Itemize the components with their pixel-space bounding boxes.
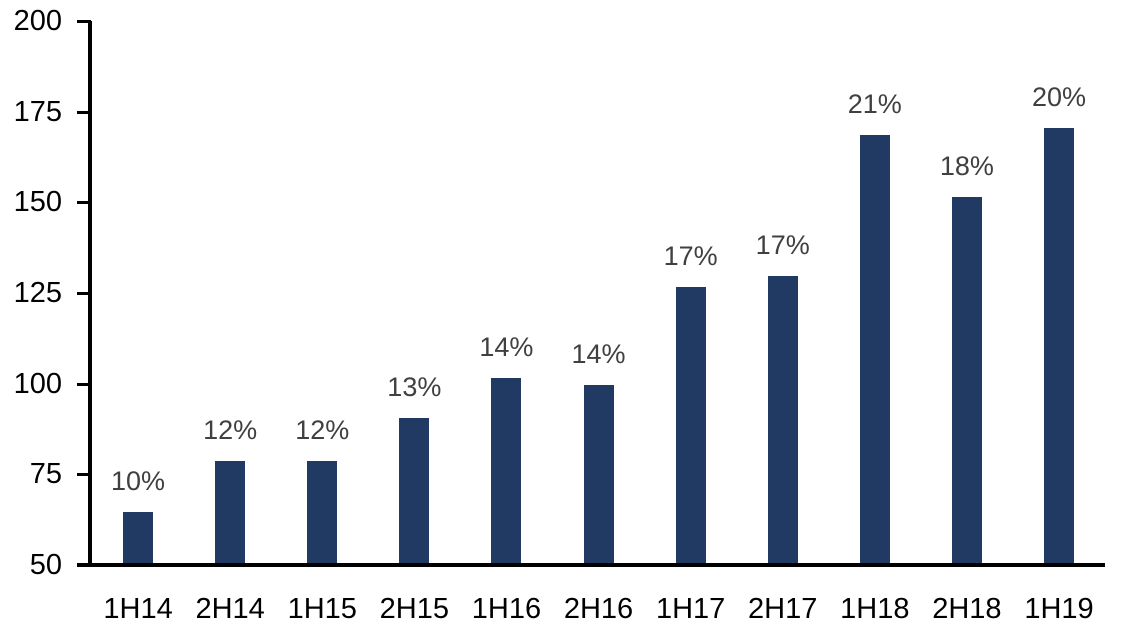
y-axis-tick-mark bbox=[77, 473, 91, 477]
x-axis-category-label: 1H19 bbox=[1024, 593, 1094, 625]
y-axis-tick-label: 75 bbox=[29, 458, 62, 491]
bar bbox=[951, 197, 982, 563]
bar-column: 12% bbox=[276, 415, 368, 563]
bar-column: 20% bbox=[1013, 82, 1105, 563]
bar-column: 18% bbox=[921, 151, 1013, 563]
bar-value-label: 14% bbox=[479, 332, 534, 362]
y-axis-tick-label: 150 bbox=[13, 186, 62, 219]
x-axis-category-label: 1H17 bbox=[655, 593, 726, 625]
bar-value-label: 13% bbox=[387, 372, 442, 402]
bar bbox=[583, 385, 614, 563]
bar bbox=[767, 276, 798, 563]
x-axis-line bbox=[77, 563, 1105, 567]
y-axis-tick-label: 100 bbox=[13, 367, 62, 400]
bar-value-label: 14% bbox=[571, 339, 626, 369]
y-axis-tick-mark bbox=[77, 564, 91, 567]
bar bbox=[491, 378, 522, 563]
bar bbox=[307, 461, 338, 563]
bar-column: 17% bbox=[645, 241, 737, 563]
y-axis-tick-label: 200 bbox=[13, 5, 62, 37]
bar-column: 12% bbox=[184, 415, 276, 563]
x-axis-category-label: 2H15 bbox=[379, 593, 449, 625]
bar-column: 21% bbox=[829, 89, 921, 563]
x-axis-category-label: 2H17 bbox=[748, 593, 818, 625]
x-axis-category-label: 2H16 bbox=[563, 593, 634, 625]
bar-column: 14% bbox=[460, 332, 552, 563]
bar bbox=[399, 418, 430, 563]
bar-value-label: 17% bbox=[755, 230, 810, 260]
x-axis-category-label: 1H14 bbox=[103, 593, 173, 625]
bar bbox=[123, 512, 154, 563]
bar-value-label: 20% bbox=[1031, 82, 1086, 112]
y-axis-tick-mark bbox=[77, 110, 91, 114]
bar-value-label: 12% bbox=[203, 415, 258, 445]
bar-column: 10% bbox=[92, 466, 184, 563]
y-axis-tick-mark bbox=[77, 292, 91, 295]
bar bbox=[675, 287, 706, 563]
plot-area: 10% 12% 12% 13% 14% 14% 17% 17% 21% 18% 20% bbox=[92, 82, 1105, 563]
y-axis-tick-mark bbox=[77, 382, 91, 386]
y-axis-tick-mark bbox=[77, 20, 91, 23]
bar-value-label: 12% bbox=[295, 415, 350, 445]
y-axis-tick-label: 50 bbox=[29, 549, 62, 581]
x-axis-category-label: 1H18 bbox=[840, 593, 910, 625]
y-axis-tick-label: 175 bbox=[13, 95, 62, 128]
x-axis-category-label: 2H14 bbox=[195, 593, 265, 625]
x-axis-category-label: 1H16 bbox=[471, 593, 542, 625]
x-axis-category-label: 2H18 bbox=[932, 593, 1002, 625]
bar-value-label: 21% bbox=[847, 89, 902, 119]
y-axis-tick-label: 125 bbox=[13, 277, 62, 309]
bar-column: 17% bbox=[737, 230, 829, 563]
y-axis-tick-mark bbox=[77, 201, 91, 205]
bar-column: 14% bbox=[552, 339, 644, 563]
x-axis-labels: 1H14 2H14 1H15 2H15 1H16 2H16 1H17 2H17 1H18 2H18… bbox=[92, 592, 1105, 626]
x-axis-category-label: 1H15 bbox=[287, 593, 357, 625]
bar bbox=[215, 461, 246, 563]
bar bbox=[1043, 128, 1074, 563]
bar bbox=[859, 135, 890, 563]
bar-value-label: 10% bbox=[111, 466, 166, 496]
bar-value-label: 18% bbox=[939, 151, 994, 181]
bar-column: 13% bbox=[368, 372, 460, 563]
bar-value-label: 17% bbox=[663, 241, 718, 271]
